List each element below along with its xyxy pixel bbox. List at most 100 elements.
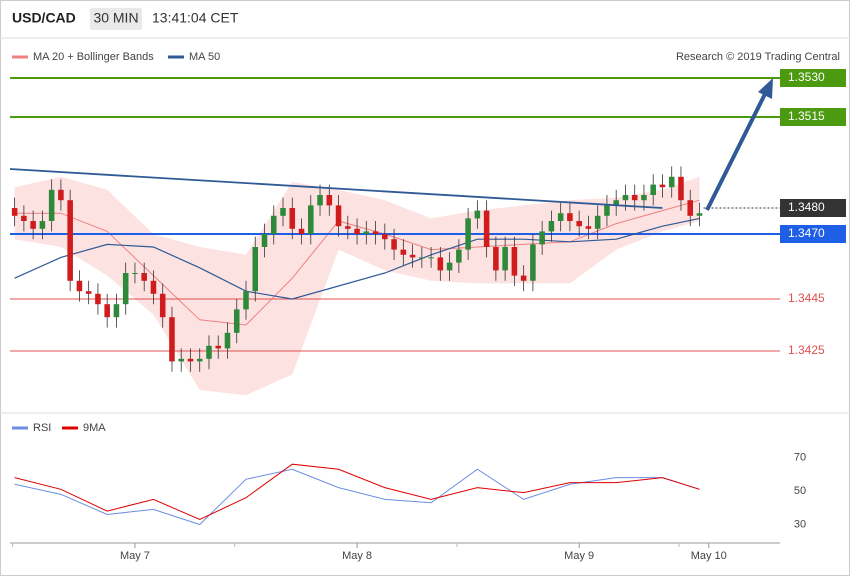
bollinger-band [14,176,700,396]
candle-body [178,358,184,362]
level-box [780,225,846,243]
candle-body [233,309,240,333]
candle-body [511,247,518,276]
ma50-line [14,217,700,300]
candle-body [224,332,231,349]
candle-body [30,221,36,229]
timeframe-box [90,8,142,30]
candle-body [345,226,351,229]
credit: Research © 2019 Trading Central [676,51,840,63]
candle-body [95,293,101,305]
candle-body [39,221,46,229]
candle-body [280,208,286,216]
level-box [780,69,846,87]
indicator-line [14,468,700,526]
candle-body [641,195,647,201]
candle-body [317,195,323,206]
candle-body [456,249,462,263]
candle-body [446,262,453,271]
candle-body [604,205,610,216]
legend-label: 9MA [83,422,106,434]
candle-body [622,195,629,201]
level-box [780,199,846,217]
candle-body [678,176,684,201]
candle-body [67,200,73,281]
candle-body [289,208,296,229]
level-label: 1.3445 [788,291,825,305]
ma20-line [14,199,700,326]
level-label: 1.3470 [788,226,825,240]
candle-body [215,345,222,349]
projection-arrow [705,91,768,211]
y-tick-label: 70 [794,451,806,463]
candle-body [243,291,249,310]
candle-body [631,195,638,201]
candle-body [530,244,536,281]
candle-body [308,205,314,234]
level-box [780,108,846,126]
candle-body [196,358,203,362]
candle-body [11,208,18,216]
time: 13:41:04 CET [152,10,239,26]
candle-body [58,189,64,201]
candle-body [122,273,129,305]
trendline [9,168,663,209]
legend-label: MA 50 [189,51,220,63]
indicator-line [14,463,700,521]
x-tick-label: May 9 [564,550,594,562]
candle-body [409,254,416,258]
candle-body [419,257,425,259]
timeframe: 30 MIN [93,10,138,26]
level-label: 1.3480 [788,200,825,214]
x-tick-label: May 10 [691,550,727,562]
candle-body [437,257,444,271]
candle-body [650,184,656,195]
candle-body [187,358,194,362]
candle-body [206,345,212,359]
candle-body [159,293,166,318]
candle-body [335,205,342,227]
candle-body [76,280,83,292]
candle-body [48,189,55,221]
candle-body [261,234,268,247]
candle-body [252,247,259,292]
candle-body [326,195,333,206]
candle-body [557,213,564,221]
candle-body [465,218,471,250]
candle-body [493,247,499,271]
candle-body [270,215,277,234]
candle-body [104,304,110,318]
candle-body [391,239,397,250]
candle-body [613,200,619,206]
candle-body [150,280,157,294]
candle-body [520,275,527,281]
y-tick-label: 50 [794,485,806,497]
candle-body [372,231,379,234]
candle-body [169,317,175,362]
candle-body [354,228,360,234]
y-tick-label: 30 [794,518,806,530]
candle-body [85,291,92,294]
level-label: 1.3515 [788,109,825,123]
candle-body [548,221,555,232]
candle-body [141,273,147,281]
level-label: 1.3530 [788,70,825,84]
candle-body [696,213,703,216]
candle-body [428,257,434,259]
candle-body [113,304,120,318]
candle-body [483,210,490,247]
symbol: USD/CAD [12,10,76,26]
candle-body [659,184,666,188]
x-tick-label: May 7 [120,550,150,562]
candle-body [363,231,370,234]
candle-body [474,210,481,219]
level-label: 1.3425 [788,343,825,357]
candle-body [400,249,407,255]
candle-body [585,226,592,229]
candle-body [132,273,138,274]
candle-body [502,247,508,271]
candle-body [594,215,601,229]
candle-body [21,215,27,221]
arrow-head [758,78,773,99]
